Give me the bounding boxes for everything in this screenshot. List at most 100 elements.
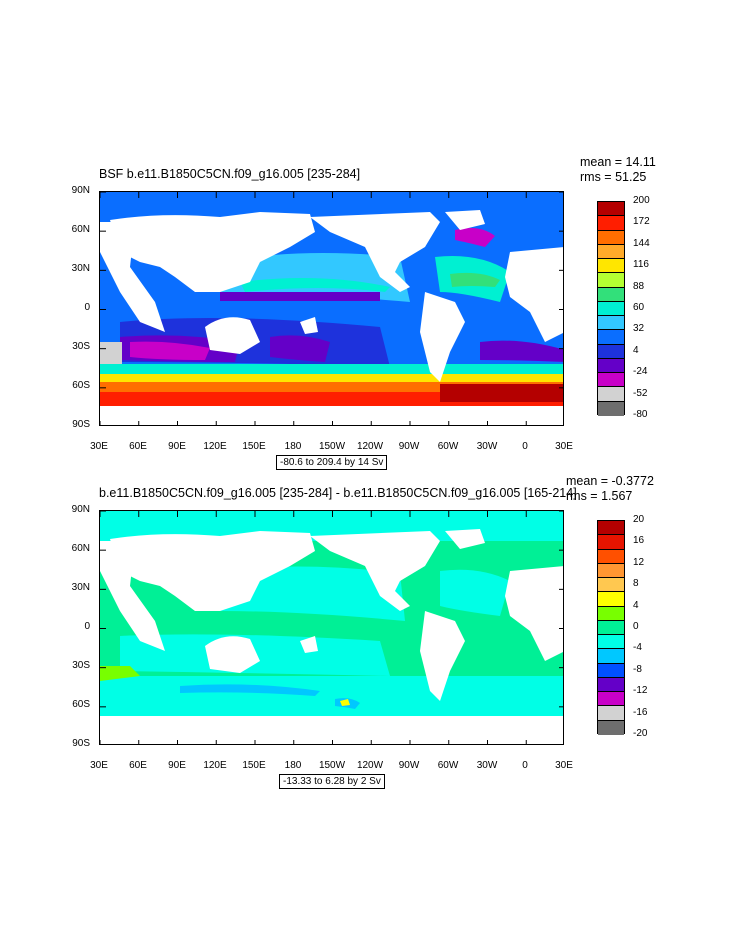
colorbar-label: -20 bbox=[633, 728, 648, 739]
north-america bbox=[310, 212, 440, 292]
panel-2-colorbar bbox=[597, 520, 625, 735]
lon-label: 150W bbox=[318, 760, 346, 771]
colorbar-label: 20 bbox=[633, 514, 645, 525]
lat-label: 30N bbox=[71, 582, 90, 593]
southern-ocean-low bbox=[180, 684, 320, 696]
colorbar-label: 144 bbox=[633, 237, 650, 249]
panel-2-title: b.e11.B1850C5CN.f09_g16.005 [235-284] - … bbox=[99, 486, 577, 500]
lat-label: 0 bbox=[84, 621, 90, 632]
lon-label: 30W bbox=[476, 441, 498, 452]
lat-label: 30N bbox=[71, 263, 90, 274]
colorbar-swatch bbox=[598, 606, 624, 621]
colorbar-label: -12 bbox=[633, 685, 648, 697]
lat-label: 30S bbox=[72, 660, 90, 671]
subpolar-gyre bbox=[455, 228, 495, 247]
colorbar-swatch bbox=[598, 677, 624, 693]
colorbar-label: -16 bbox=[633, 706, 648, 718]
colorbar-label: -24 bbox=[633, 366, 648, 378]
africa-west bbox=[505, 247, 563, 342]
panel-2-rms: rms = 1.567 bbox=[566, 489, 633, 503]
lon-label: 60W bbox=[437, 441, 459, 452]
australia bbox=[205, 317, 260, 354]
southern-ocean bbox=[100, 676, 563, 716]
colorbar-swatch bbox=[598, 521, 624, 536]
lon-label: 0 bbox=[522, 760, 528, 771]
colorbar-label: 88 bbox=[633, 280, 645, 292]
new-zealand bbox=[300, 317, 318, 334]
colorbar-swatch bbox=[598, 663, 624, 678]
south-pacific-gyre bbox=[270, 335, 330, 362]
colorbar-swatch bbox=[598, 273, 624, 288]
colorbar-swatch bbox=[598, 649, 624, 664]
lon-label: 60E bbox=[129, 441, 147, 452]
panel-2-mean: mean = -0.3772 bbox=[566, 474, 654, 488]
south-indian-core bbox=[130, 341, 210, 360]
north-atlantic-core bbox=[450, 272, 500, 287]
lon-label: 0 bbox=[522, 441, 528, 452]
lon-label: 30E bbox=[555, 760, 573, 771]
eurasia bbox=[110, 212, 315, 292]
colorbar-swatch bbox=[598, 535, 624, 550]
lon-label: 90W bbox=[398, 760, 420, 771]
lon-label: 30E bbox=[90, 760, 108, 771]
lon-label: 120W bbox=[356, 441, 384, 452]
greenland bbox=[445, 529, 485, 549]
colorbar-swatch bbox=[598, 330, 624, 345]
lon-label: 90E bbox=[168, 760, 186, 771]
colorbar-swatch bbox=[598, 358, 624, 374]
colorbar-swatch bbox=[598, 592, 624, 607]
panel-1-map bbox=[99, 191, 564, 426]
negative-patch bbox=[100, 342, 122, 364]
antarctica bbox=[100, 406, 563, 425]
colorbar-swatch bbox=[598, 387, 624, 402]
lon-label: 90W bbox=[398, 441, 420, 452]
africa-west bbox=[505, 566, 563, 661]
lon-label: 30W bbox=[476, 760, 498, 771]
north-pacific bbox=[220, 566, 405, 621]
colorbar-label: 16 bbox=[633, 535, 645, 547]
north-pacific-core bbox=[240, 278, 390, 292]
panel-1-mean: mean = 14.11 bbox=[580, 155, 656, 169]
lon-label: 90E bbox=[168, 441, 186, 452]
panel-2-range: -13.33 to 6.28 by 2 Sv bbox=[279, 774, 385, 789]
colorbar-label: 4 bbox=[633, 599, 639, 611]
colorbar-label: 8 bbox=[633, 578, 639, 590]
lon-label: 120E bbox=[203, 760, 227, 771]
colorbar-label: 60 bbox=[633, 302, 645, 313]
lat-label: 60N bbox=[71, 543, 90, 554]
lon-label: 180 bbox=[284, 441, 302, 452]
panel-1-colorbar bbox=[597, 201, 625, 416]
colorbar-swatch bbox=[598, 578, 624, 593]
colorbar-label: 200 bbox=[633, 195, 650, 206]
acc-band-2 bbox=[100, 374, 563, 382]
colorbar-swatch bbox=[598, 563, 624, 579]
panel-1-rms: rms = 51.25 bbox=[580, 170, 647, 184]
acc-core bbox=[440, 384, 563, 402]
south-atlantic-gyre bbox=[480, 340, 563, 362]
tropical-band bbox=[220, 292, 380, 301]
africa-east bbox=[100, 222, 165, 332]
lat-label: 30S bbox=[72, 341, 90, 352]
colorbar-swatch bbox=[598, 301, 624, 317]
lat-label: 60S bbox=[72, 380, 90, 391]
panel-1-title: BSF b.e11.B1850C5CN.f09_g16.005 [235-284… bbox=[99, 167, 361, 181]
colorbar-label: -8 bbox=[633, 663, 642, 675]
lon-label: 150E bbox=[242, 760, 266, 771]
new-zealand bbox=[300, 636, 318, 653]
south-america bbox=[420, 292, 465, 382]
colorbar-swatch bbox=[598, 202, 624, 217]
lon-label: 60E bbox=[129, 760, 147, 771]
colorbar-swatch bbox=[598, 244, 624, 260]
lon-label: 30E bbox=[90, 441, 108, 452]
north-atlantic bbox=[440, 569, 510, 616]
acc-band-1 bbox=[100, 364, 563, 374]
colorbar-label: 4 bbox=[633, 344, 639, 356]
lon-label: 180 bbox=[284, 760, 302, 771]
colorbar-label: 0 bbox=[633, 621, 639, 632]
colorbar-swatch bbox=[598, 620, 624, 636]
acc-band-3 bbox=[100, 382, 563, 392]
lat-label: 60N bbox=[71, 224, 90, 235]
positive-band bbox=[100, 666, 140, 681]
colorbar-swatch bbox=[598, 692, 624, 707]
